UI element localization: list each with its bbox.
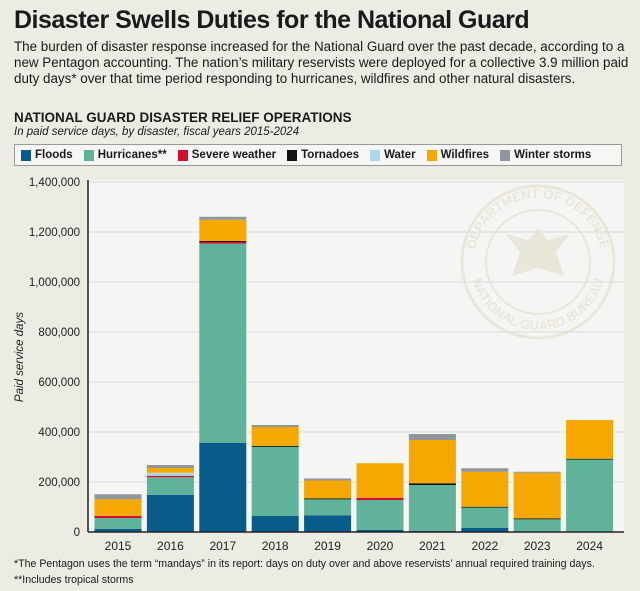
bar-segment-floods [356,530,404,532]
chart-title: NATIONAL GUARD DISASTER RELIEF OPERATION… [14,110,352,125]
bar-segment-severe-weather [94,516,142,518]
legend-swatch [287,149,298,161]
bar-segment-hurricanes [199,243,247,443]
legend-label: Severe weather [191,149,277,161]
bar-segment-tornadoes [408,483,456,485]
y-tick-label: 200,000 [38,477,80,489]
bar-segment-tornadoes [304,498,352,500]
bar-segment-tornadoes [566,458,614,460]
legend-item: Winter storms [500,149,591,161]
bar-segment-hurricanes [251,446,299,516]
x-tick-label: 2017 [209,539,236,553]
bar-segment-wildfires [304,480,352,499]
bar-segment-severe-weather [356,497,404,500]
legend-label: Water [384,149,416,161]
y-tick-label: 600,000 [38,377,80,389]
bar-segment-floods [146,494,194,532]
x-tick-label: 2016 [157,539,184,553]
x-tick-label: 2022 [471,539,498,553]
y-tick-label: 1,400,000 [29,177,80,189]
legend-swatch [83,149,94,161]
bar-segment-tornadoes [461,506,509,508]
legend-item: Hurricanes** [83,149,167,161]
bar-segment-winter-storms [94,494,142,500]
legend-item: Severe weather [177,149,277,161]
footnote-mandays: *The Pentagon uses the term “mandays” in… [14,558,595,570]
bar-segment-hurricanes [94,518,142,529]
bar-segment-hurricanes [566,459,614,532]
intro-text: The burden of disaster response increase… [14,39,629,86]
bar-segment-water [146,472,194,476]
legend-swatch [500,149,511,161]
headline: Disaster Swells Duties for the National … [14,6,530,34]
bar-segment-hurricanes [408,485,456,531]
y-tick-label: 1,000,000 [29,277,80,289]
bar-segment-winter-storms [513,471,561,473]
bar-segment-hurricanes [461,507,509,528]
bar-segment-severe-weather [199,241,247,244]
bar-segment-wildfires [356,463,404,498]
bar-segment-floods [94,528,142,532]
bar-segment-winter-storms [408,434,456,440]
x-tick-label: 2015 [105,539,132,553]
legend-label: Tornadoes [301,149,360,161]
bar-segment-wildfires [566,420,614,459]
y-tick-label: 400,000 [38,427,80,439]
legend-swatch [177,149,188,161]
bar-segment-wildfires [461,471,509,507]
y-tick-label: 1,200,000 [29,227,80,239]
x-tick-label: 2024 [576,539,603,553]
bar-segment-severe-weather [146,475,194,478]
legend-label: Winter storms [514,149,592,161]
legend-item: Water [370,149,416,161]
bar-segment-tornadoes [251,446,299,447]
bar-segment-winter-storms [461,468,509,472]
bar-segment-floods [199,443,247,532]
bar-segment-floods [304,515,352,532]
bar-segment-wildfires [408,440,456,484]
bar-segment-hurricanes [146,477,194,495]
bar-segment-winter-storms [304,478,352,481]
chart-subtitle: In paid service days, by disaster, fisca… [14,126,300,138]
y-tick-label: 0 [74,527,80,539]
legend-label: Floods [35,149,73,161]
x-tick-label: 2023 [524,539,551,553]
bar-segment-wildfires [146,468,194,473]
bar-segment-floods [251,516,299,532]
legend-item: Wildfires [426,149,490,161]
footnote-hurricanes: **Includes tropical storms [14,574,134,586]
bar-segment-hurricanes [356,500,404,530]
legend: Floods Hurricanes** Severe weather Tornadoe… [14,144,622,166]
x-tick-label: 2018 [262,539,289,553]
bar-segment-wildfires [94,499,142,516]
bar-segment-winter-storms [199,216,247,220]
legend-swatch [426,149,437,161]
y-axis-label: Paid service days [14,312,26,402]
bar-segment-wildfires [199,219,247,241]
bar-segment-hurricanes [513,519,561,532]
bar-segment-wildfires [513,472,561,519]
bar-segment-winter-storms [146,465,194,468]
bar-segment-wildfires [251,427,299,446]
bar-segment-floods [461,528,509,532]
legend-item: Tornadoes [287,149,359,161]
legend-swatch [21,149,31,161]
x-tick-label: 2021 [419,539,446,553]
legend-item: Floods [21,149,73,161]
bar-segment-tornadoes [513,518,561,520]
y-tick-label: 800,000 [38,327,80,339]
legend-label: Wildfires [440,149,490,161]
bar-segment-tornadoes [199,241,247,242]
bar-segment-winter-storms [251,425,299,427]
x-tick-label: 2020 [367,539,394,553]
x-tick-label: 2019 [314,539,341,553]
bar-segment-hurricanes [304,499,352,516]
legend-swatch [370,149,381,161]
legend-label: Hurricanes** [97,149,167,161]
